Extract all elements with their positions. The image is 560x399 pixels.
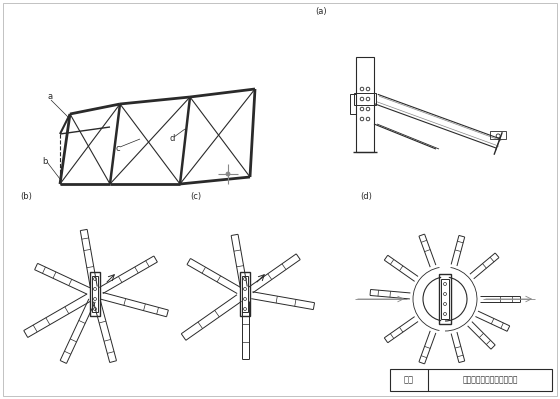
Bar: [90, 272, 100, 316]
Circle shape: [226, 172, 230, 176]
Text: d: d: [170, 134, 175, 143]
Bar: [350, 94, 356, 114]
Text: (d): (d): [360, 192, 372, 201]
Text: c: c: [115, 144, 120, 153]
Bar: [354, 93, 376, 105]
Text: (b): (b): [20, 192, 32, 201]
Text: (c): (c): [190, 192, 201, 201]
Text: 多竖杆式天窗架节构造详图: 多竖杆式天窗架节构造详图: [462, 375, 518, 385]
Bar: [92, 276, 98, 312]
Bar: [240, 272, 250, 316]
Bar: [439, 274, 451, 324]
Text: (a): (a): [315, 7, 326, 16]
Text: b: b: [42, 157, 48, 166]
Bar: [441, 279, 449, 319]
Bar: [242, 276, 248, 312]
Bar: [390, 369, 552, 391]
Bar: [490, 131, 506, 139]
Text: a: a: [47, 92, 52, 101]
Text: 图名: 图名: [404, 375, 414, 385]
Bar: [356, 57, 374, 152]
